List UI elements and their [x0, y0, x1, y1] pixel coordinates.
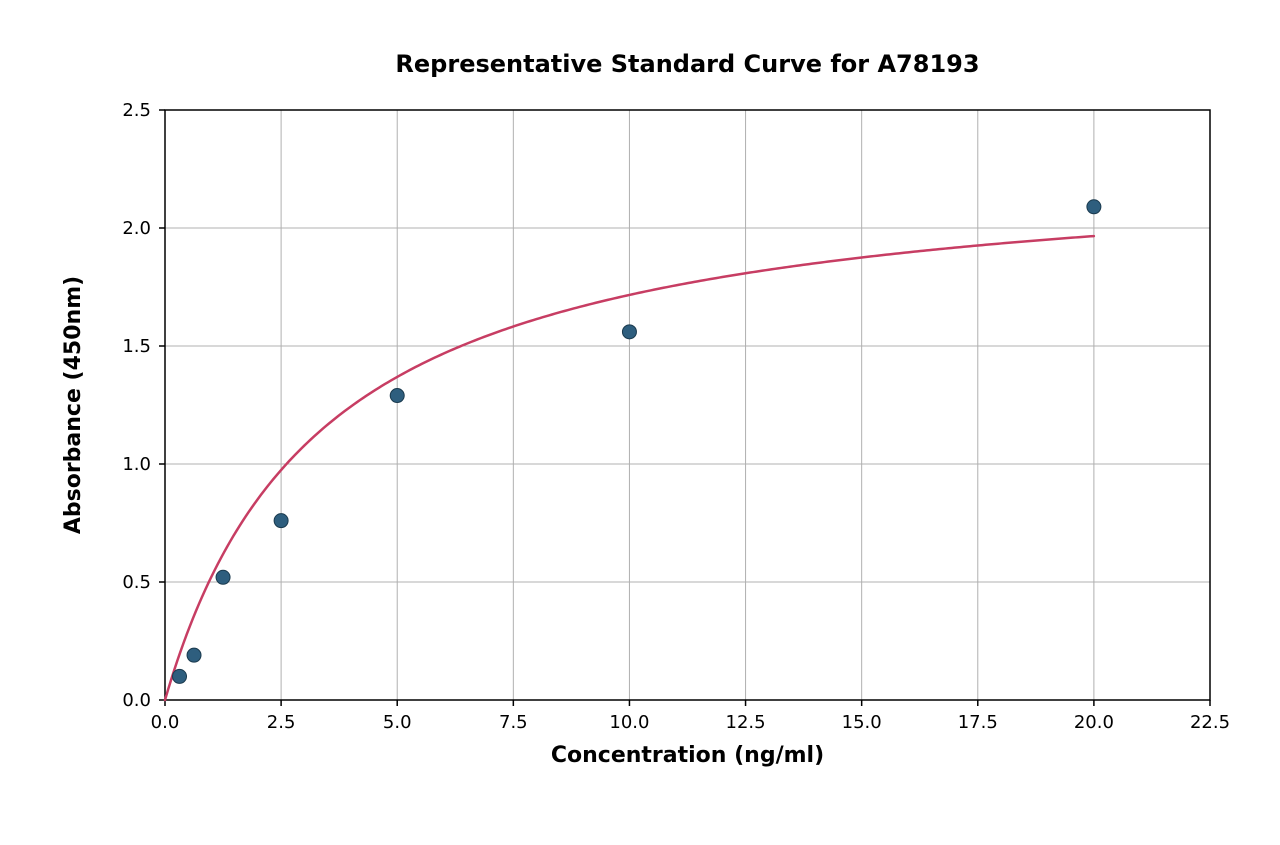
y-tick-label: 0.5	[122, 572, 151, 593]
y-axis-label: Absorbance (450nm)	[61, 276, 86, 534]
data-point	[1087, 200, 1101, 214]
x-tick-label: 10.0	[609, 712, 649, 733]
x-tick-label: 15.0	[842, 712, 882, 733]
x-tick-label: 0.0	[151, 712, 180, 733]
y-tick-label: 0.0	[122, 690, 151, 711]
data-point	[622, 325, 636, 339]
x-tick-label: 17.5	[958, 712, 998, 733]
data-point	[187, 648, 201, 662]
x-tick-label: 20.0	[1074, 712, 1114, 733]
y-tick-label: 1.5	[122, 336, 151, 357]
y-tick-label: 1.0	[122, 454, 151, 475]
y-tick-label: 2.5	[122, 100, 151, 121]
chart-container: 0.0 2.5 5.0 7.5 10.0 12.5 15.0 17.5 20.0 22.5 0.0 0…	[0, 0, 1280, 845]
x-axis-label: Concentration (ng/ml)	[551, 743, 824, 768]
x-tick-label: 2.5	[267, 712, 296, 733]
x-tick-label: 5.0	[383, 712, 412, 733]
data-point	[173, 669, 187, 683]
y-tick-label: 2.0	[122, 218, 151, 239]
chart-title: Representative Standard Curve for A78193	[395, 50, 979, 78]
chart-svg: 0.0 2.5 5.0 7.5 10.0 12.5 15.0 17.5 20.0 22.5 0.0 0…	[0, 0, 1280, 845]
x-tick-label: 12.5	[726, 712, 766, 733]
data-point	[390, 389, 404, 403]
x-tick-label: 22.5	[1190, 712, 1230, 733]
data-point	[274, 514, 288, 528]
x-tick-label: 7.5	[499, 712, 528, 733]
data-point	[216, 570, 230, 584]
